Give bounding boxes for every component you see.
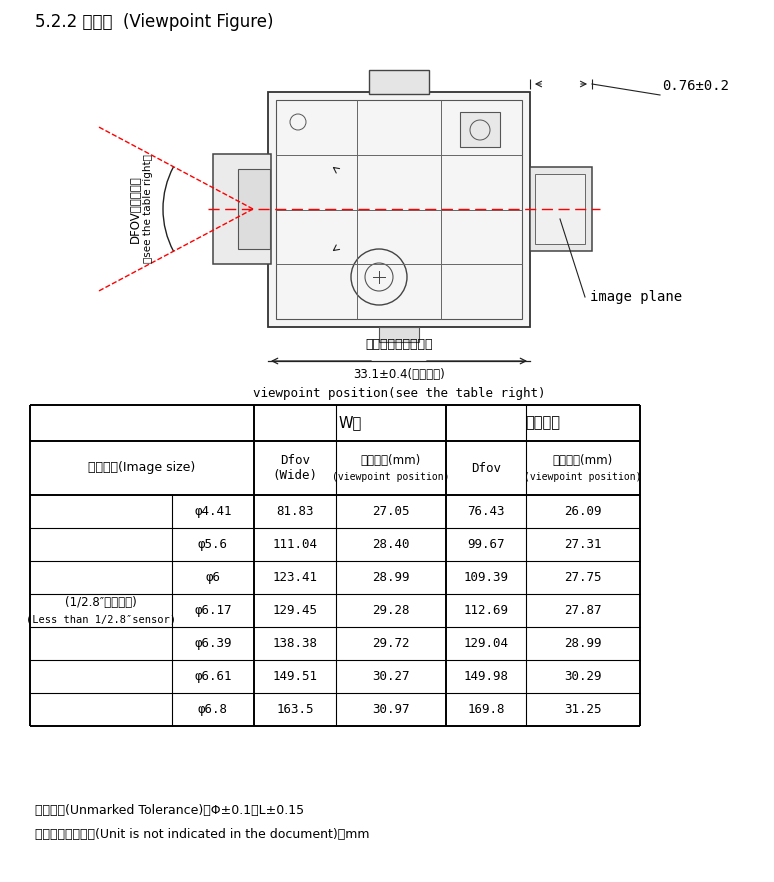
Text: 最大口径: 最大口径 bbox=[526, 415, 560, 430]
Text: 163.5: 163.5 bbox=[276, 703, 313, 716]
Text: 33.1±0.4(最前位置): 33.1±0.4(最前位置) bbox=[353, 369, 445, 382]
Bar bbox=[268, 92, 530, 327]
Text: φ6: φ6 bbox=[206, 571, 221, 584]
Text: φ6.39: φ6.39 bbox=[194, 637, 231, 650]
Text: 本规格书未注单位(Unit is not indicated in the document)：mm: 本规格书未注单位(Unit is not indicated in the do… bbox=[35, 828, 369, 841]
Text: 138.38: 138.38 bbox=[272, 637, 317, 650]
Text: (Less than 1/2.8″sensor): (Less than 1/2.8″sensor) bbox=[26, 615, 176, 624]
Text: 5.2.2 视点图  (Viewpoint Figure): 5.2.2 视点图 (Viewpoint Figure) bbox=[35, 13, 273, 31]
Text: 视点位置(mm): 视点位置(mm) bbox=[361, 453, 421, 467]
Text: 28.99: 28.99 bbox=[564, 637, 601, 650]
Text: 99.67: 99.67 bbox=[467, 538, 505, 551]
Text: (1/2.8″以下芯片): (1/2.8″以下芯片) bbox=[65, 596, 137, 609]
Text: 28.99: 28.99 bbox=[372, 571, 409, 584]
Text: 视点位置（见表格）: 视点位置（见表格） bbox=[365, 339, 433, 352]
Bar bbox=[460, 112, 500, 147]
Bar bbox=[369, 70, 429, 94]
Text: 30.27: 30.27 bbox=[372, 670, 409, 683]
Text: 31.25: 31.25 bbox=[564, 703, 601, 716]
Text: 112.69: 112.69 bbox=[464, 604, 509, 617]
Text: DFOV（见表格）: DFOV（见表格） bbox=[128, 176, 142, 243]
Text: 视点位置(mm): 视点位置(mm) bbox=[553, 453, 613, 467]
Text: W端: W端 bbox=[338, 415, 361, 430]
Text: Dfov: Dfov bbox=[471, 461, 501, 475]
Text: 129.45: 129.45 bbox=[272, 604, 317, 617]
Text: 27.05: 27.05 bbox=[372, 505, 409, 518]
Text: 26.09: 26.09 bbox=[564, 505, 601, 518]
Text: 27.87: 27.87 bbox=[564, 604, 601, 617]
Text: 28.40: 28.40 bbox=[372, 538, 409, 551]
Text: image plane: image plane bbox=[590, 290, 682, 304]
Text: Dfov
(Wide): Dfov (Wide) bbox=[272, 454, 317, 482]
Text: （see the table right）: （see the table right） bbox=[143, 154, 153, 264]
Bar bbox=[535, 174, 585, 244]
Text: 111.04: 111.04 bbox=[272, 538, 317, 551]
Text: φ6.8: φ6.8 bbox=[198, 703, 228, 716]
Text: 27.75: 27.75 bbox=[564, 571, 601, 584]
Text: 像面大小(Image size): 像面大小(Image size) bbox=[88, 461, 196, 475]
Text: φ4.41: φ4.41 bbox=[194, 505, 231, 518]
Text: φ6.17: φ6.17 bbox=[194, 604, 231, 617]
Text: 0.76±0.2: 0.76±0.2 bbox=[662, 79, 729, 93]
Text: 29.72: 29.72 bbox=[372, 637, 409, 650]
Text: 76.43: 76.43 bbox=[467, 505, 505, 518]
Text: 123.41: 123.41 bbox=[272, 571, 317, 584]
Bar bbox=[530, 167, 592, 251]
Text: 169.8: 169.8 bbox=[467, 703, 505, 716]
Text: 30.97: 30.97 bbox=[372, 703, 409, 716]
Bar bbox=[379, 327, 419, 342]
Text: 30.29: 30.29 bbox=[564, 670, 601, 683]
Text: φ5.6: φ5.6 bbox=[198, 538, 228, 551]
Text: 129.04: 129.04 bbox=[464, 637, 509, 650]
Bar bbox=[213, 154, 271, 264]
Text: (viewpoint position): (viewpoint position) bbox=[524, 472, 642, 482]
Text: 81.83: 81.83 bbox=[276, 505, 313, 518]
Bar bbox=[238, 169, 270, 249]
Text: φ6.61: φ6.61 bbox=[194, 670, 231, 683]
Text: 27.31: 27.31 bbox=[564, 538, 601, 551]
Text: 未注公差(Unmarked Tolerance)：Φ±0.1，L±0.15: 未注公差(Unmarked Tolerance)：Φ±0.1，L±0.15 bbox=[35, 804, 304, 817]
Text: 149.51: 149.51 bbox=[272, 670, 317, 683]
Text: (viewpoint position): (viewpoint position) bbox=[332, 472, 450, 482]
Text: 109.39: 109.39 bbox=[464, 571, 509, 584]
Text: viewpoint position(see the table right): viewpoint position(see the table right) bbox=[253, 386, 545, 400]
Text: 29.28: 29.28 bbox=[372, 604, 409, 617]
Text: 149.98: 149.98 bbox=[464, 670, 509, 683]
Bar bbox=[276, 100, 522, 319]
